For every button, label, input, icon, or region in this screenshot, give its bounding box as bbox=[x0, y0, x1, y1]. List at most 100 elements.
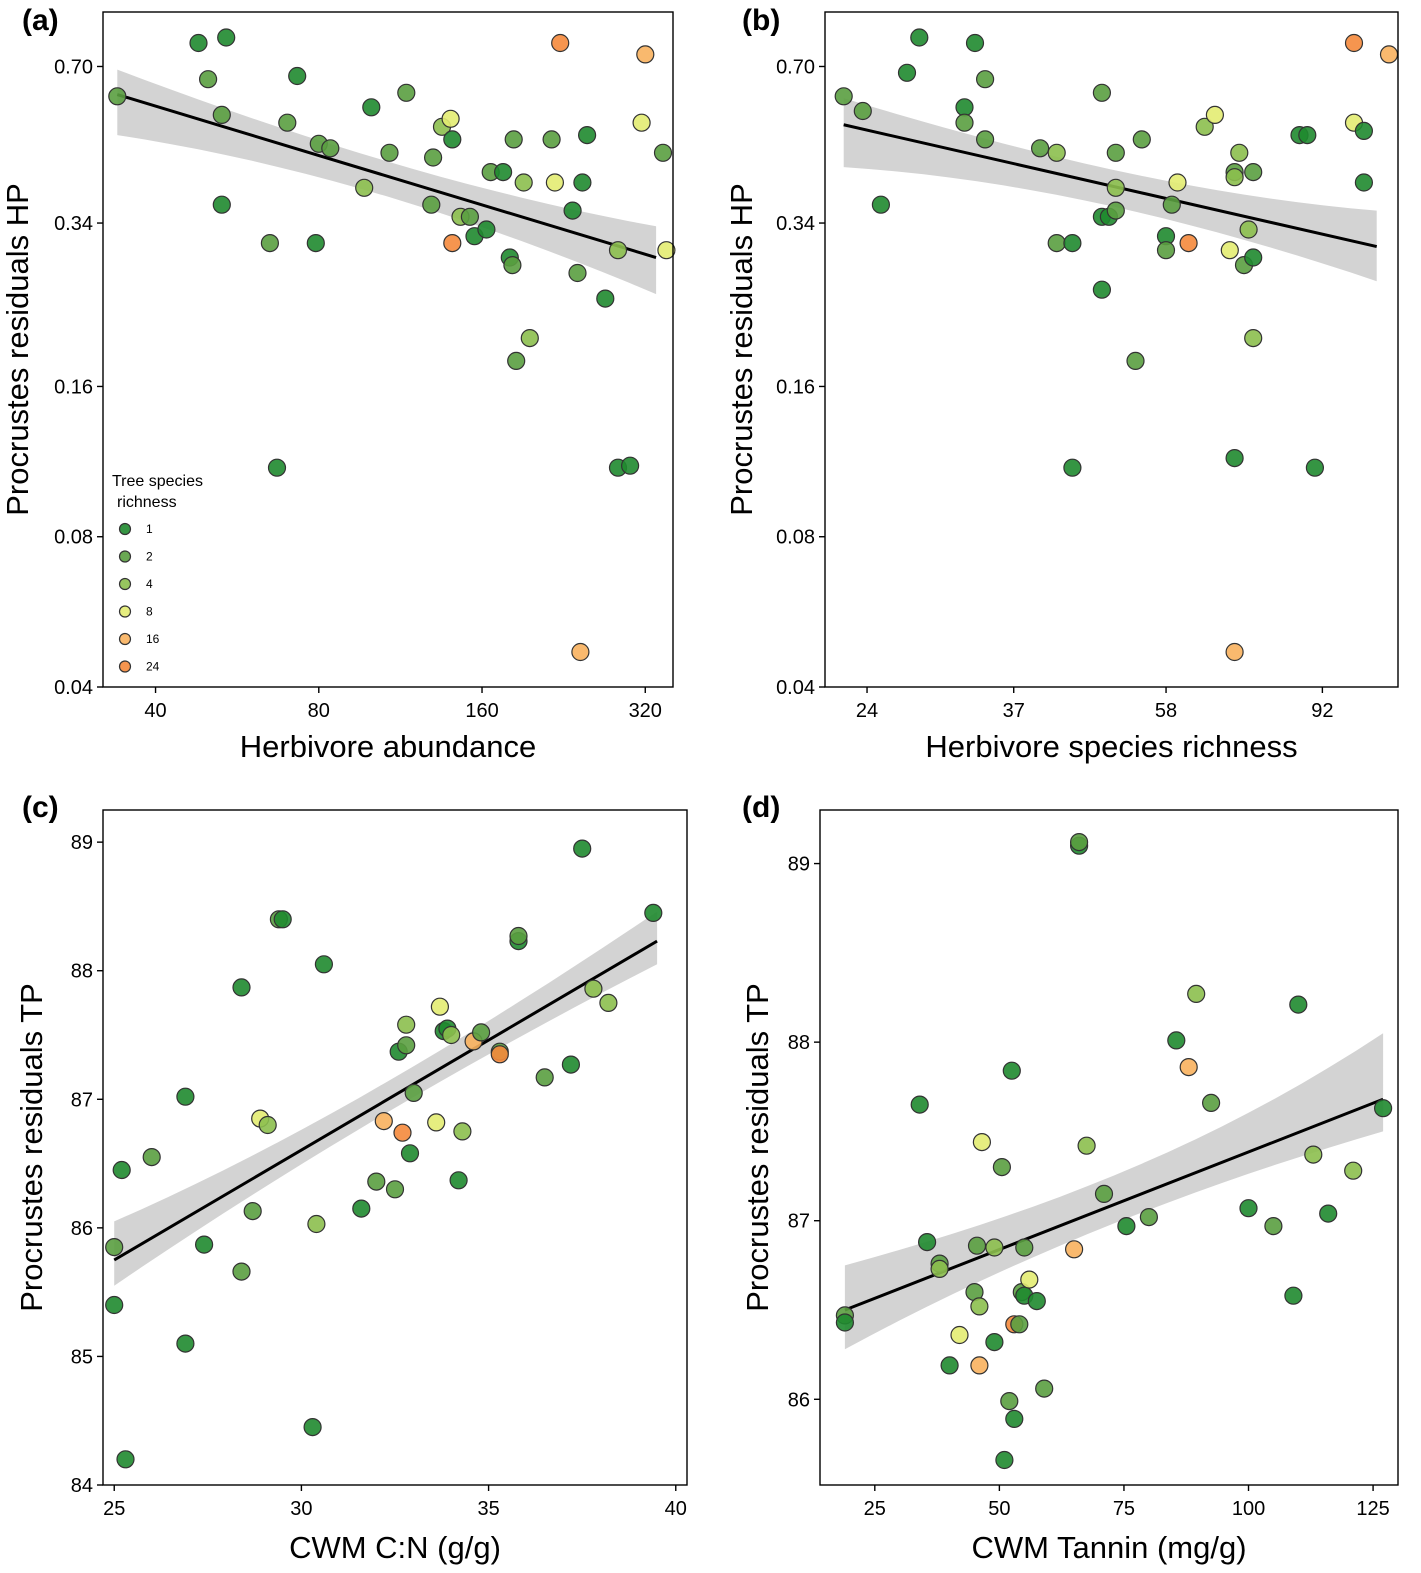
x-axis-title: CWM C:N (g/g) bbox=[289, 1530, 501, 1565]
data-point bbox=[975, 70, 995, 89]
data-point bbox=[306, 234, 325, 253]
regression-line bbox=[844, 1097, 1384, 1312]
data-point bbox=[1162, 195, 1181, 214]
data-point bbox=[1047, 143, 1066, 162]
legend-label: 8 bbox=[146, 605, 153, 619]
data-point bbox=[1156, 241, 1176, 260]
data-point bbox=[1030, 139, 1050, 158]
data-point bbox=[303, 1417, 322, 1437]
data-point bbox=[871, 195, 891, 214]
data-point bbox=[374, 1111, 393, 1131]
data-point bbox=[307, 1214, 326, 1234]
data-point bbox=[355, 178, 374, 197]
data-point bbox=[1015, 1238, 1034, 1257]
data-point bbox=[568, 263, 587, 283]
data-point bbox=[1379, 45, 1399, 64]
data-point bbox=[232, 978, 251, 997]
data-point bbox=[112, 1160, 131, 1180]
data-point bbox=[1117, 1216, 1136, 1236]
data-point bbox=[385, 1180, 405, 1199]
data-point bbox=[917, 1232, 937, 1252]
data-point bbox=[571, 642, 590, 662]
data-point bbox=[1264, 1216, 1283, 1236]
x-tick-label: 50 bbox=[988, 1498, 1010, 1520]
data-point bbox=[1205, 105, 1225, 125]
data-point bbox=[1319, 1204, 1338, 1223]
data-point bbox=[176, 1334, 195, 1353]
data-point bbox=[563, 201, 582, 220]
data-point bbox=[1225, 168, 1244, 187]
y-tick-label: 89 bbox=[788, 854, 810, 876]
data-point bbox=[422, 195, 441, 214]
data-point bbox=[1010, 1315, 1029, 1334]
y-tick-label: 0.08 bbox=[776, 527, 815, 549]
y-tick-label: 88 bbox=[788, 1032, 810, 1054]
data-point bbox=[288, 66, 307, 86]
data-point bbox=[545, 173, 565, 192]
data-point bbox=[632, 113, 651, 132]
x-axis-title: Herbivore abundance bbox=[240, 729, 536, 764]
data-point bbox=[1225, 642, 1244, 662]
data-point bbox=[1244, 163, 1263, 182]
x-tick-label: 75 bbox=[1113, 1498, 1135, 1520]
data-point bbox=[897, 63, 917, 82]
data-point bbox=[1244, 329, 1263, 348]
data-point bbox=[441, 109, 460, 128]
data-point bbox=[1069, 832, 1089, 852]
data-point bbox=[189, 33, 208, 53]
panel-3: 25 30 35 40 84 85 86 87 88 89 (c) CWM C:N (g/g) Proc… bbox=[14, 791, 688, 1565]
data-point bbox=[1035, 1379, 1054, 1398]
data-point bbox=[1220, 241, 1239, 260]
data-point bbox=[232, 1262, 251, 1281]
data-point bbox=[542, 130, 561, 149]
data-point bbox=[1005, 1409, 1024, 1429]
y-axis-title: Procrustes residuals TP bbox=[740, 983, 775, 1312]
panel-label: (a) bbox=[22, 4, 59, 37]
data-point bbox=[321, 139, 340, 158]
data-point bbox=[975, 130, 995, 149]
y-axis-title: Procrustes residuals TP bbox=[14, 983, 49, 1312]
data-point bbox=[260, 234, 279, 253]
data-point bbox=[1139, 1207, 1159, 1227]
regression-line bbox=[113, 939, 658, 1262]
legend-swatch bbox=[118, 632, 132, 646]
data-point bbox=[490, 1045, 509, 1064]
data-point bbox=[397, 1036, 416, 1055]
data-point bbox=[1002, 1061, 1021, 1080]
data-point bbox=[108, 87, 127, 106]
data-point bbox=[427, 1113, 446, 1132]
data-point bbox=[1354, 121, 1374, 140]
legend-swatch bbox=[118, 605, 132, 618]
data-point bbox=[1047, 234, 1066, 253]
data-point bbox=[1289, 995, 1308, 1014]
data-point bbox=[503, 256, 522, 275]
data-point bbox=[1168, 173, 1187, 192]
data-point bbox=[955, 98, 974, 117]
data-point bbox=[400, 1144, 420, 1163]
data-point bbox=[573, 173, 592, 192]
data-point bbox=[573, 839, 592, 858]
x-tick-label: 24 bbox=[856, 700, 878, 722]
data-point bbox=[620, 456, 640, 475]
data-point bbox=[404, 1083, 423, 1103]
y-tick-label: 0.16 bbox=[776, 376, 815, 398]
legend-swatch bbox=[118, 522, 132, 536]
data-point bbox=[1373, 1099, 1393, 1118]
regression-line bbox=[116, 93, 657, 259]
data-point bbox=[853, 101, 872, 121]
data-point bbox=[985, 1238, 1004, 1257]
data-point bbox=[970, 1297, 989, 1316]
data-point bbox=[561, 1055, 581, 1074]
data-point bbox=[105, 1295, 124, 1315]
data-point bbox=[1106, 178, 1125, 197]
x-tick-label: 92 bbox=[1311, 700, 1333, 722]
legend-swatch bbox=[118, 577, 132, 591]
data-point bbox=[520, 329, 539, 348]
data-point bbox=[217, 28, 236, 47]
x-axis-title: CWM Tannin (mg/g) bbox=[971, 1530, 1246, 1565]
y-tick-label: 87 bbox=[71, 1089, 93, 1111]
x-tick-label: 80 bbox=[308, 700, 330, 722]
data-point bbox=[636, 45, 655, 64]
data-point bbox=[1077, 1136, 1096, 1155]
